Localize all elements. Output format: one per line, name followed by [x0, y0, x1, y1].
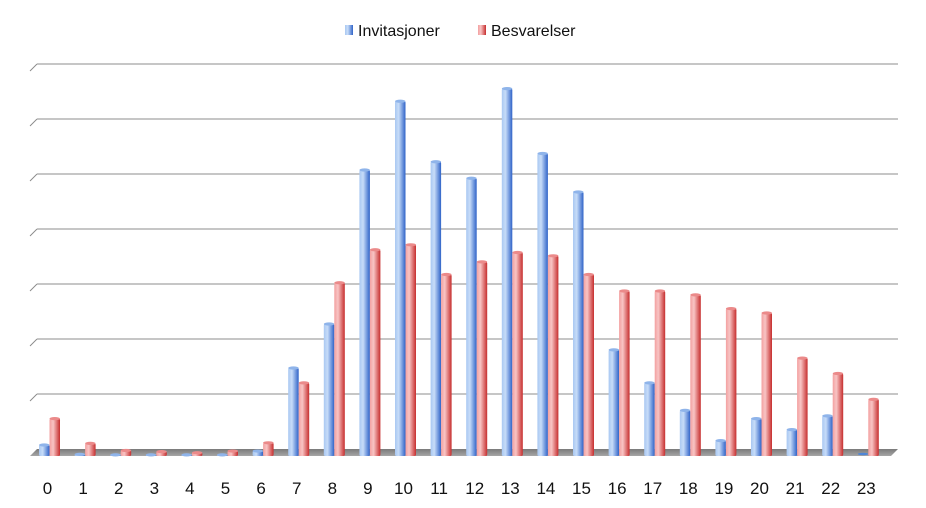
bar-invitasjoner-21: [786, 428, 798, 456]
bar-besvarelser-2: [120, 448, 132, 456]
x-tick-label: 15: [572, 479, 591, 498]
bar-invitasjoner-3: [145, 453, 157, 457]
x-tick-label: 2: [114, 479, 123, 498]
bar-besvarelser-16: [619, 289, 630, 456]
bar-invitasjoner-1: [74, 452, 86, 456]
bar-besvarelser-18: [690, 293, 701, 456]
bar-besvarelser-7: [298, 381, 310, 456]
bar-invitasjoner-11: [430, 160, 442, 456]
bar-besvarelser-17: [654, 289, 666, 456]
bar-invitasjoner-8: [323, 322, 335, 456]
legend-item-invitasjoner: Invitasjoner: [345, 23, 440, 40]
x-tick-label: 19: [714, 479, 733, 498]
gridline-edge: [29, 63, 38, 72]
gridline-edge: [29, 283, 38, 292]
bar-invitasjoner-14: [537, 151, 548, 456]
x-tick-label: 0: [43, 479, 52, 498]
bar-invitasjoner-5: [217, 453, 228, 457]
bar-besvarelser-12: [476, 260, 488, 456]
bar-besvarelser-13: [512, 250, 523, 456]
bar-invitasjoner-23: [857, 452, 869, 456]
bar-invitasjoner-7: [288, 366, 299, 456]
bar-invitasjoner-20: [751, 417, 762, 456]
x-tick-label: 13: [501, 479, 520, 498]
bar-invitasjoner-15: [573, 190, 584, 456]
bars: [39, 87, 879, 457]
bar-invitasjoner-12: [466, 176, 477, 456]
legend-item-besvarelser: Besvarelser: [478, 23, 576, 40]
bar-besvarelser-5: [227, 449, 238, 456]
bar-besvarelser-14: [547, 254, 559, 456]
bar-besvarelser-8: [334, 281, 345, 456]
x-tick-label: 8: [328, 479, 337, 498]
x-tick-label: 11: [430, 479, 448, 498]
x-tick-label: 16: [608, 479, 627, 498]
bar-besvarelser-4: [191, 451, 203, 456]
bar-besvarelser-6: [263, 441, 274, 456]
bar-invitasjoner-10: [395, 99, 406, 456]
bar-besvarelser-15: [583, 272, 594, 456]
bar-invitasjoner-0: [39, 443, 50, 456]
x-tick-label: 1: [78, 479, 87, 498]
bar-besvarelser-0: [49, 417, 60, 456]
gridline-edge: [29, 118, 38, 127]
bar-invitasjoner-22: [822, 414, 833, 456]
bar-besvarelser-9: [369, 248, 381, 456]
x-tick-label: 6: [256, 479, 265, 498]
bar-besvarelser-19: [725, 307, 737, 456]
bar-invitasjoner-2: [110, 453, 121, 457]
x-tick-label: 7: [292, 479, 301, 498]
bar-invitasjoner-18: [679, 408, 691, 456]
bar-invitasjoner-16: [608, 348, 620, 456]
x-tick-label: 3: [150, 479, 159, 498]
legend-label: Besvarelser: [491, 23, 576, 40]
x-tick-label: 10: [394, 479, 413, 498]
bar-invitasjoner-13: [501, 87, 513, 456]
x-tick-label: 18: [679, 479, 698, 498]
bar-besvarelser-10: [405, 243, 416, 456]
legend: Invitasjoner Besvarelser: [345, 23, 576, 40]
gridline-edge: [29, 228, 38, 237]
x-tick-label: 22: [821, 479, 840, 498]
bar-besvarelser-20: [761, 311, 772, 456]
x-tick-label: 9: [363, 479, 372, 498]
bar-besvarelser-1: [85, 441, 96, 456]
gridline-edge: [29, 173, 38, 182]
gridline-edge: [29, 338, 38, 347]
legend-label: Invitasjoner: [358, 23, 440, 40]
bar-invitasjoner-4: [181, 453, 192, 457]
x-tick-label: 21: [786, 479, 805, 498]
bar-invitasjoner-9: [359, 168, 370, 456]
bar-besvarelser-21: [797, 356, 808, 456]
legend-swatch: [478, 25, 486, 35]
x-tick-label: 4: [185, 479, 194, 498]
bar-invitasjoner-17: [644, 381, 655, 456]
bar-besvarelser-22: [832, 371, 844, 456]
bar-besvarelser-11: [441, 272, 452, 456]
x-tick-label: 5: [221, 479, 230, 498]
bar-besvarelser-23: [868, 397, 879, 456]
gridline-edge: [29, 393, 38, 402]
x-tick-label: 17: [643, 479, 662, 498]
x-tick-label: 20: [750, 479, 769, 498]
x-tick-label: 12: [465, 479, 484, 498]
x-tick-label: 14: [536, 479, 555, 498]
bar-invitasjoner-6: [252, 449, 264, 456]
bar-invitasjoner-19: [715, 439, 726, 456]
x-tick-label: 23: [857, 479, 876, 498]
bar-besvarelser-3: [156, 450, 167, 456]
legend-swatch: [345, 25, 353, 35]
x-tick-labels: 0 1 2 3 4 5 6 7 8 9 10 11 12 13 14 15 16 17 18 19 20 21 22 23: [43, 479, 876, 498]
